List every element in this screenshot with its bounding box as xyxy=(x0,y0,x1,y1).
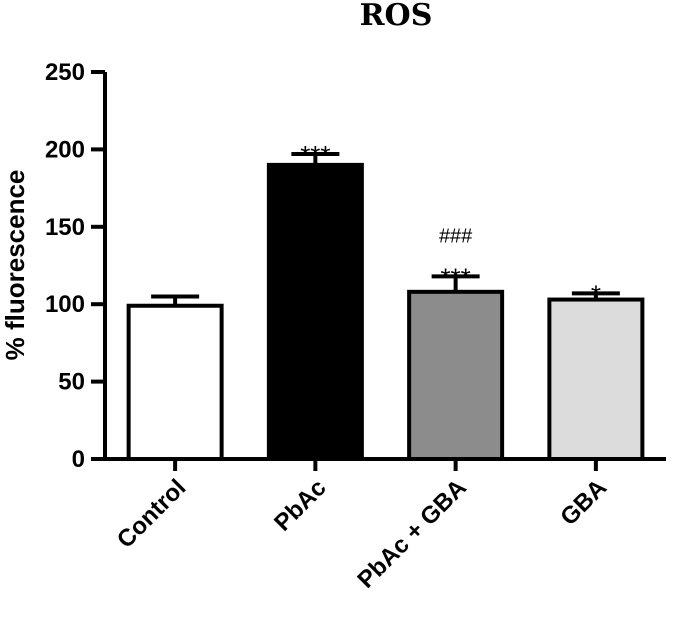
x-tick-label: GBA xyxy=(555,474,612,531)
significance-stars: *** xyxy=(300,140,330,170)
x-tick-label: Control xyxy=(112,474,191,553)
significance-hashes: ### xyxy=(439,225,473,247)
y-tick-label: 150 xyxy=(45,214,85,241)
chart-title: ROS xyxy=(360,0,433,33)
y-axis-label: % fluorescence xyxy=(0,170,30,361)
significance-stars: * xyxy=(591,279,601,309)
x-tick-label: PbAc + GBA xyxy=(352,474,472,594)
y-tick-label: 0 xyxy=(72,446,85,473)
y-tick-label: 100 xyxy=(45,291,85,318)
bar-gba xyxy=(547,297,645,461)
bar-control xyxy=(126,303,224,461)
y-ticks: 0 50 100 150 200 250 xyxy=(45,59,105,473)
x-tick-label: PbAc xyxy=(269,474,331,536)
y-tick-label: 50 xyxy=(58,369,85,396)
bar-pbac xyxy=(266,162,364,461)
bar-pbac-gba xyxy=(407,289,505,462)
y-tick-label: 200 xyxy=(45,136,85,163)
annotations: ***###**** xyxy=(300,140,601,309)
x-ticks: Control PbAc PbAc + GBA GBA xyxy=(112,459,612,594)
bars xyxy=(126,152,645,462)
significance-stars: *** xyxy=(440,262,470,292)
y-tick-label: 250 xyxy=(45,59,85,86)
